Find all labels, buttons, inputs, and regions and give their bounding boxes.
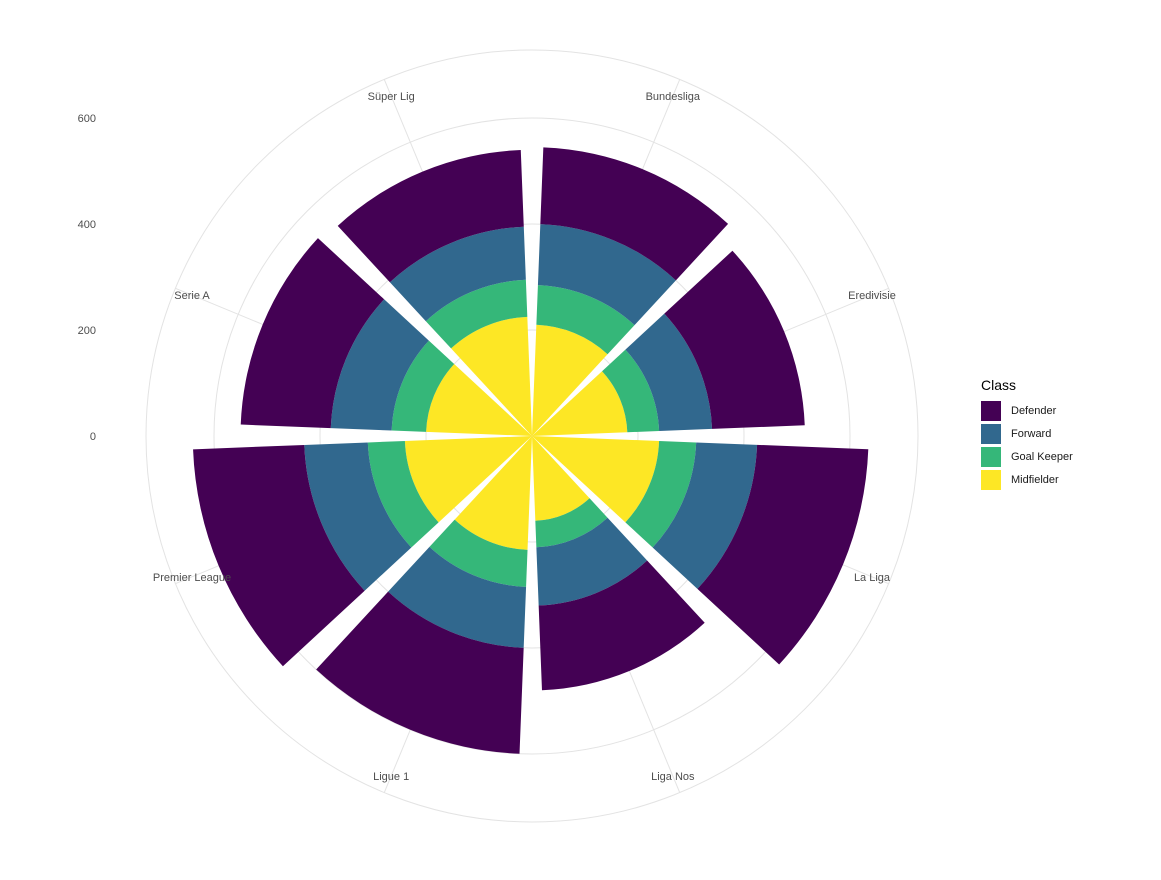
bar-liga-nos-midfielder — [532, 436, 590, 521]
legend-title: Class — [981, 377, 1017, 393]
legend-label: Forward — [1011, 427, 1052, 440]
legend-swatch — [981, 423, 1001, 444]
bar-ligue-1-forward — [388, 546, 527, 648]
legend-swatch — [981, 446, 1001, 467]
bar-eredivisie-forward — [625, 313, 713, 432]
bar-bundesliga-defender — [540, 147, 729, 281]
legend-label: Defender — [1011, 404, 1057, 417]
category-labels: Bundesliga Eredivisie La Liga Liga Nos Ligue… — [153, 91, 896, 783]
bar-s-per-lig-defender — [337, 150, 524, 283]
radial-tick-label: 600 — [78, 113, 96, 125]
bar-bundesliga-goal-keeper — [536, 285, 635, 355]
bar-liga-nos-goal-keeper — [535, 498, 608, 548]
radial-tick-label: 400 — [78, 219, 96, 231]
legend-item: Goal Keeper — [981, 445, 1073, 468]
legend-item: Defender — [981, 399, 1073, 422]
legend-label: Goal Keeper — [1011, 450, 1073, 463]
category-label: Süper Lig — [368, 91, 415, 103]
category-label: Eredivisie — [848, 290, 896, 302]
bar-eredivisie-goal-keeper — [602, 349, 660, 433]
bar-bundesliga-forward — [537, 224, 676, 326]
legend: Class Defender Forward Goal Keeper Midfield… — [981, 377, 1073, 491]
radial-tick-label: 200 — [78, 325, 96, 337]
bar-s-per-lig-forward — [389, 226, 526, 322]
category-label: Premier League — [153, 572, 231, 584]
bar-la-liga-goal-keeper — [625, 440, 697, 548]
bar-ligue-1-goal-keeper — [429, 519, 528, 587]
bar-bundesliga-midfielder — [532, 324, 608, 436]
grid-circle-outer — [145, 49, 919, 823]
radial-tick-label: 0 — [90, 431, 96, 443]
grid-circle — [425, 329, 639, 543]
grid-circle — [213, 117, 851, 755]
bar-serie-a-midfielder — [426, 364, 532, 436]
bar-premier-league-defender — [193, 444, 365, 667]
legend-items: Defender Forward Goal Keeper Midfielder — [981, 399, 1073, 491]
bar-liga-nos-forward — [536, 517, 648, 606]
bar-serie-a-forward — [330, 299, 429, 431]
bar-premier-league-forward — [304, 442, 412, 591]
bar-la-liga-midfielder — [532, 436, 660, 523]
bar-serie-a-defender — [240, 238, 385, 429]
bar-eredivisie-defender — [664, 250, 805, 429]
category-label: Liga Nos — [651, 771, 695, 783]
legend-label: Midfielder — [1011, 473, 1059, 486]
category-label: Ligue 1 — [373, 771, 409, 783]
bar-la-liga-defender — [697, 444, 869, 665]
radial-tick-labels: 0 200 400 600 — [78, 113, 96, 443]
category-label: Serie A — [174, 290, 210, 302]
legend-swatch — [981, 469, 1001, 490]
bar-ligue-1-midfielder — [454, 436, 532, 550]
bars — [193, 147, 869, 754]
bar-ligue-1-defender — [316, 591, 524, 754]
bar-la-liga-forward — [652, 442, 758, 589]
grid-circle — [319, 223, 745, 649]
bar-eredivisie-midfielder — [532, 371, 628, 436]
category-label: Bundesliga — [646, 91, 701, 103]
bar-premier-league-goal-keeper — [367, 440, 439, 548]
legend-item: Midfielder — [981, 468, 1073, 491]
bar-s-per-lig-midfielder — [451, 316, 532, 436]
legend-item: Forward — [981, 422, 1073, 445]
bar-serie-a-goal-keeper — [391, 340, 455, 432]
category-label: La Liga — [854, 572, 891, 584]
bar-liga-nos-defender — [538, 560, 705, 691]
bar-s-per-lig-goal-keeper — [425, 279, 528, 349]
legend-swatch — [981, 400, 1001, 421]
bar-premier-league-midfielder — [404, 436, 532, 523]
